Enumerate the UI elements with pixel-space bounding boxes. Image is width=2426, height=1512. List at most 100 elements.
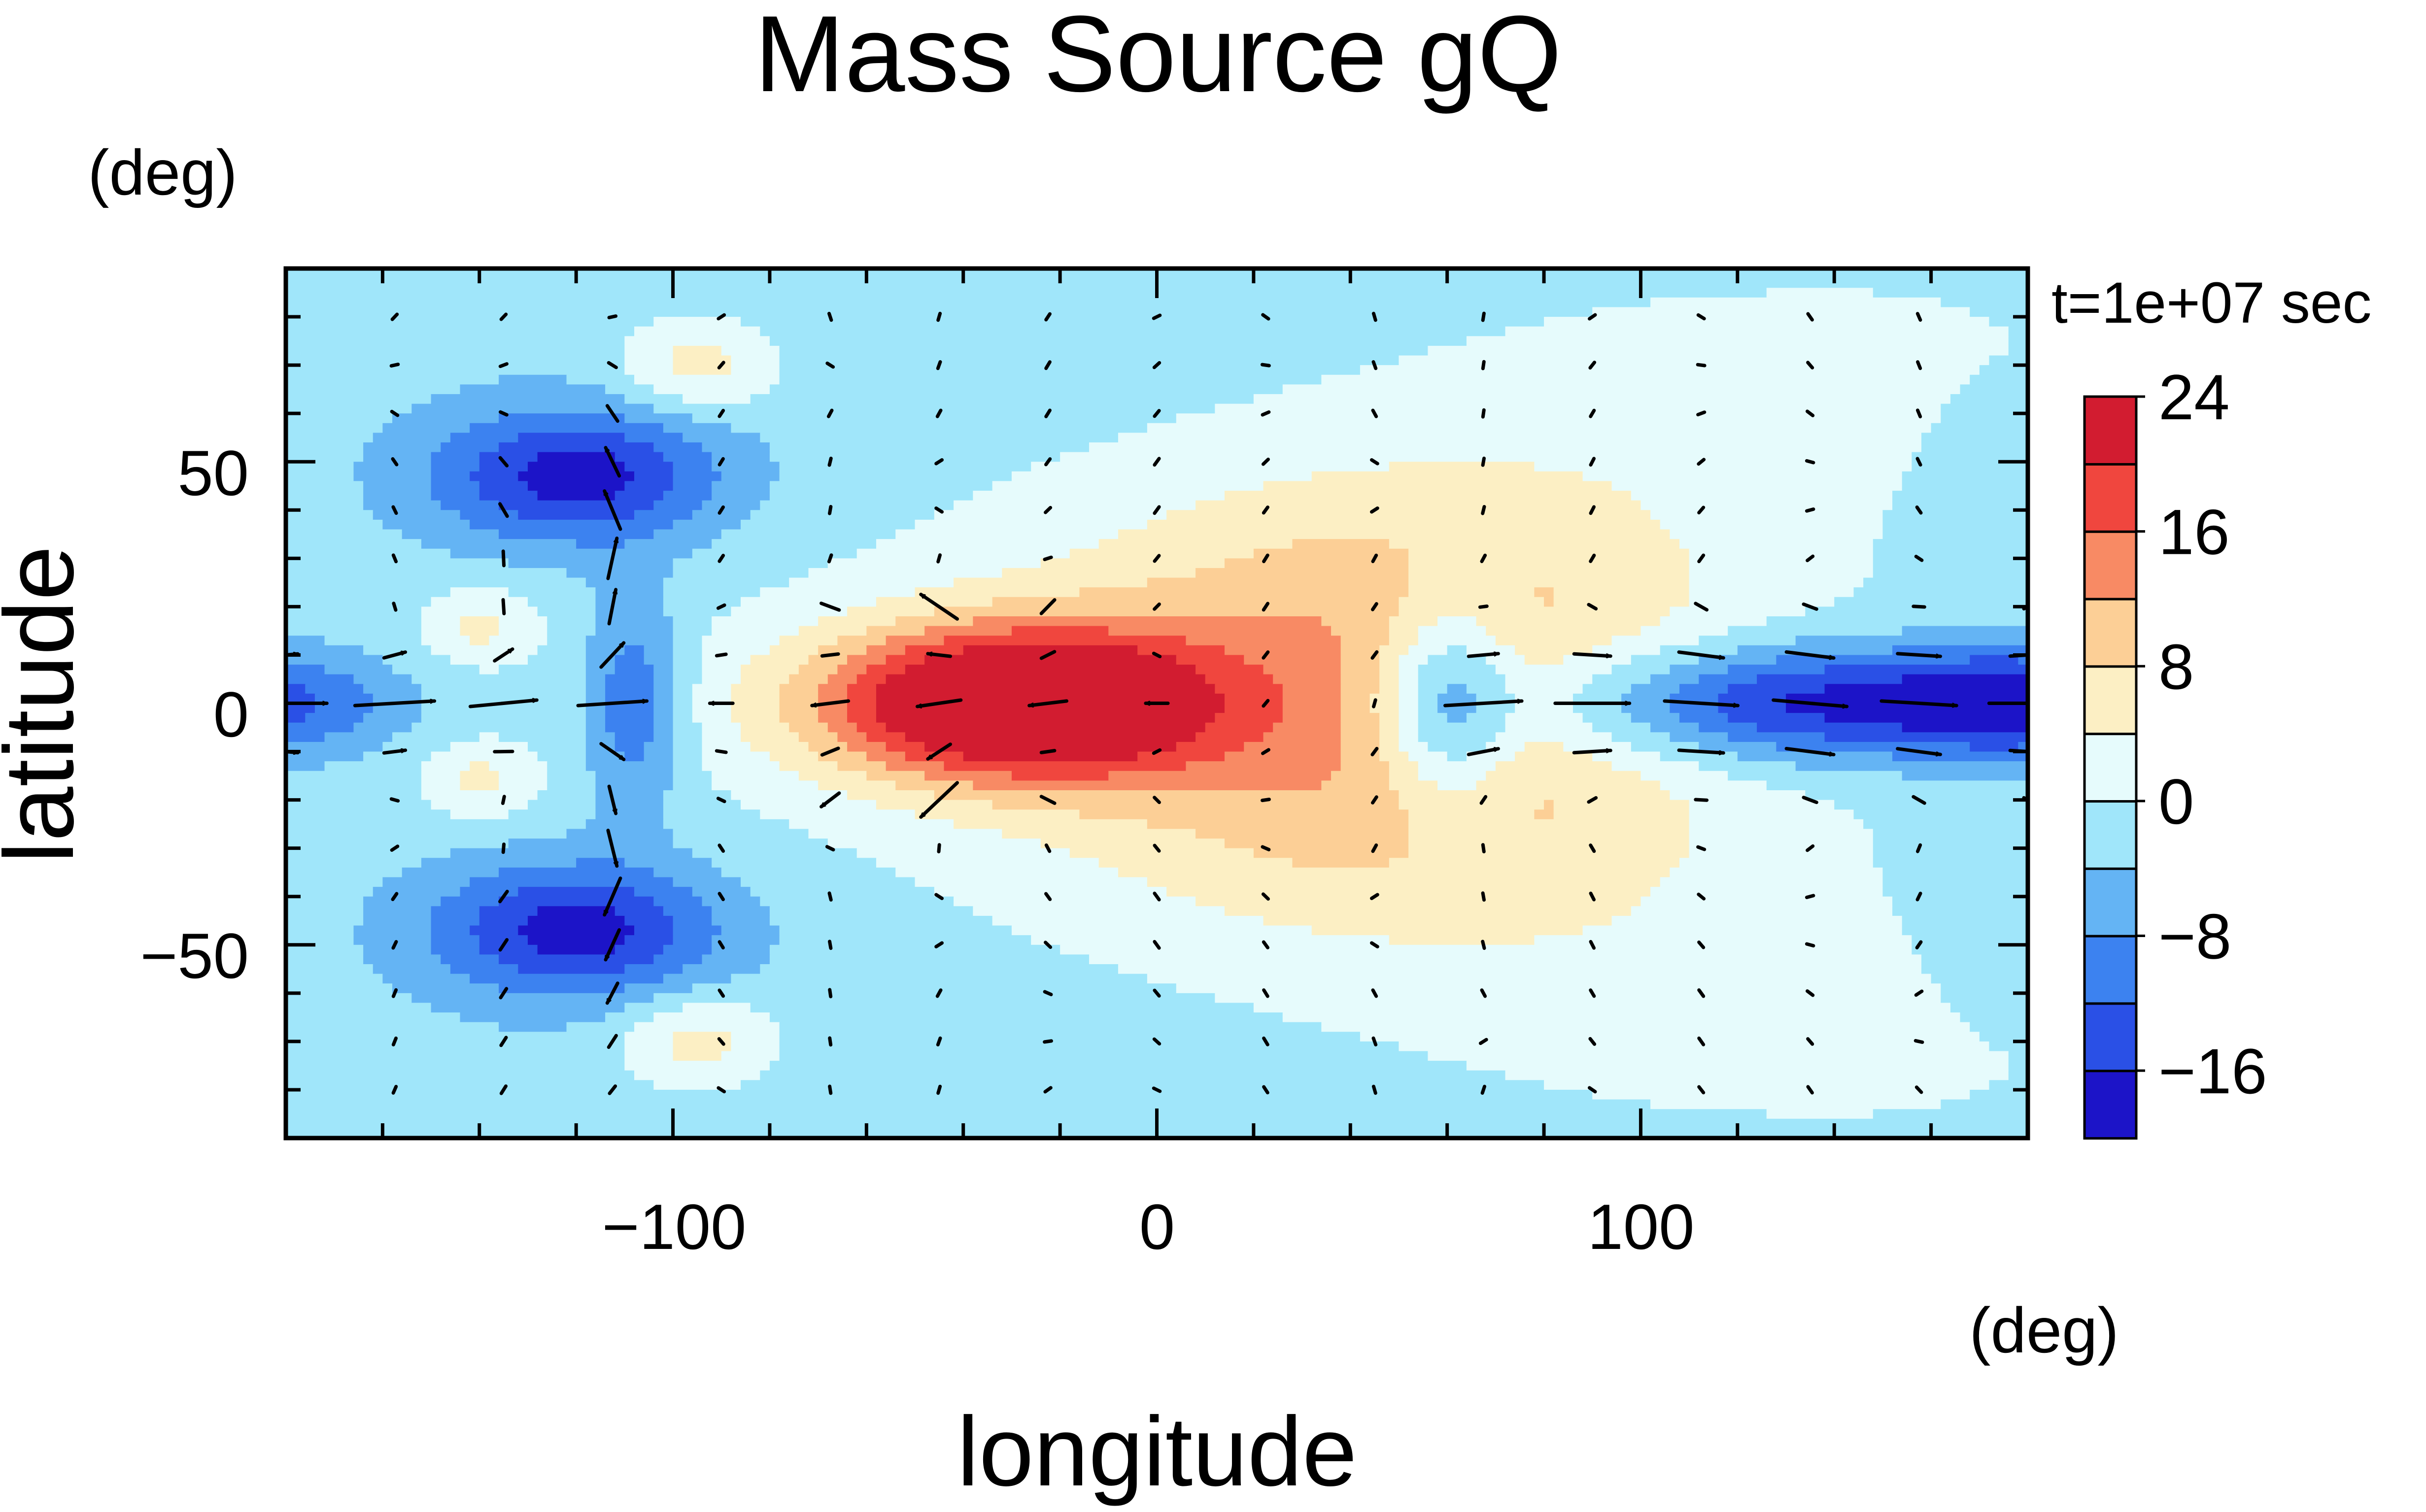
x-tick-label-100: 100 bbox=[1588, 1191, 1695, 1263]
field-cell bbox=[673, 732, 703, 742]
field-cell bbox=[1902, 481, 2028, 491]
wind-arrow bbox=[1589, 988, 1596, 998]
wind-arrow bbox=[1697, 988, 1706, 998]
field-cell bbox=[1389, 539, 1680, 549]
wind-arrow bbox=[498, 456, 509, 468]
wind-arrow bbox=[1589, 553, 1596, 563]
field-cell bbox=[683, 394, 751, 404]
field-cell bbox=[769, 384, 1283, 395]
field-cell bbox=[721, 529, 896, 539]
field-cell bbox=[470, 519, 674, 530]
field-cell bbox=[1118, 529, 1671, 539]
field-cell bbox=[286, 616, 422, 627]
field-cell bbox=[856, 548, 1070, 559]
field-cell bbox=[1476, 703, 1515, 713]
field-cell bbox=[653, 317, 741, 327]
wind-arrow bbox=[499, 1084, 508, 1095]
field-cell bbox=[779, 1051, 1429, 1061]
wind-arrow bbox=[607, 361, 618, 370]
field-cell bbox=[692, 684, 732, 694]
field-cell bbox=[1011, 771, 1109, 781]
field-cell bbox=[286, 964, 374, 974]
x-unit-label: (deg) bbox=[1969, 1294, 2118, 1366]
wind-arrow bbox=[1879, 699, 1958, 706]
field-cell bbox=[1224, 558, 1409, 569]
wind-arrow bbox=[1677, 748, 1725, 753]
field-cell bbox=[1369, 693, 1400, 704]
field-cell bbox=[1224, 906, 1632, 916]
field-cell bbox=[1873, 839, 2028, 849]
field-cell bbox=[286, 1041, 625, 1052]
field-cell bbox=[1108, 771, 1332, 781]
wind-arrow bbox=[1587, 796, 1598, 804]
field-cell bbox=[702, 741, 751, 752]
field-cell bbox=[1418, 732, 1496, 742]
field-cell bbox=[547, 780, 596, 791]
field-cell bbox=[750, 887, 935, 897]
wind-arrow bbox=[605, 404, 619, 423]
field-cell bbox=[1215, 713, 1283, 723]
field-cell bbox=[615, 732, 654, 742]
field-cell bbox=[721, 471, 780, 482]
field-cell bbox=[1040, 839, 1225, 849]
wind-arrow bbox=[1443, 701, 1524, 707]
wind-arrow bbox=[498, 502, 509, 518]
field-cell bbox=[750, 510, 935, 520]
wind-arrow bbox=[1039, 749, 1057, 754]
field-cell bbox=[818, 751, 867, 762]
field-cell bbox=[1505, 326, 2009, 337]
field-cell bbox=[653, 1012, 770, 1023]
wind-arrow bbox=[1371, 408, 1378, 418]
wind-arrow bbox=[1694, 602, 1709, 612]
field-cell bbox=[286, 452, 364, 463]
field-cell bbox=[324, 636, 422, 646]
field-cell bbox=[1389, 935, 1535, 945]
field-cell bbox=[450, 964, 519, 974]
field-cell bbox=[1689, 829, 1874, 839]
wind-arrow bbox=[1262, 699, 1270, 708]
field-cell bbox=[663, 944, 712, 955]
field-cell bbox=[585, 732, 615, 742]
field-cell bbox=[1921, 442, 2028, 453]
field-cell bbox=[1989, 355, 2028, 366]
field-cell bbox=[895, 616, 974, 627]
wind-arrow bbox=[716, 603, 726, 610]
colorbar-tick-label: 8 bbox=[2158, 631, 2194, 703]
field-cell bbox=[286, 577, 586, 588]
wind-arrow bbox=[1371, 988, 1378, 998]
field-cell bbox=[1379, 684, 1400, 694]
wind-arrow bbox=[1370, 941, 1379, 948]
field-cell bbox=[1921, 433, 2028, 443]
wind-arrow bbox=[1371, 553, 1378, 563]
field-cell bbox=[286, 384, 461, 395]
field-cell bbox=[286, 665, 325, 675]
field-cell bbox=[760, 1070, 1506, 1081]
field-cell bbox=[286, 761, 325, 772]
field-cell bbox=[1282, 384, 1961, 395]
field-cell bbox=[866, 665, 906, 675]
field-cell bbox=[1679, 684, 1728, 694]
field-cell bbox=[1621, 703, 1671, 713]
field-cell bbox=[1950, 1003, 2028, 1013]
wind-arrow bbox=[382, 750, 408, 755]
field-cell bbox=[673, 722, 703, 733]
field-cell bbox=[1273, 674, 1341, 685]
field-cell bbox=[1399, 732, 1419, 742]
field-cell bbox=[1515, 703, 1573, 713]
field-cell bbox=[615, 665, 654, 675]
field-cell bbox=[673, 771, 712, 781]
field-cell bbox=[547, 626, 596, 637]
field-cell bbox=[499, 896, 654, 907]
field-cell bbox=[992, 915, 1264, 926]
wind-arrow bbox=[827, 311, 833, 322]
field-cell bbox=[1689, 848, 1874, 859]
field-cell bbox=[1166, 510, 1651, 520]
wind-arrow bbox=[1044, 505, 1053, 514]
wind-arrow bbox=[1784, 747, 1836, 755]
field-cell bbox=[1098, 539, 1293, 549]
field-cell bbox=[450, 741, 528, 752]
field-cell bbox=[1108, 626, 1332, 637]
wind-arrow bbox=[1912, 795, 1926, 805]
wind-arrow bbox=[1261, 363, 1271, 368]
field-cell bbox=[373, 510, 461, 520]
